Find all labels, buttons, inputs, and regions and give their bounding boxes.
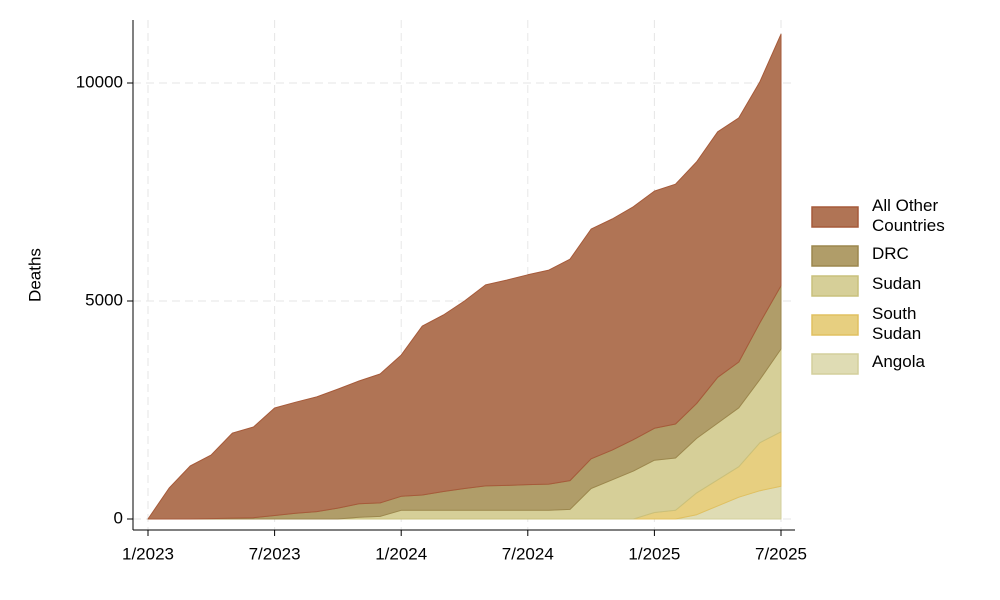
legend-swatch [811,206,859,228]
legend-label: South Sudan [872,304,921,343]
legend-swatch [811,353,859,375]
legend-label: Angola [872,352,925,371]
y-tick-label: 5000 [85,290,123,309]
y-tick-label: 0 [114,508,123,527]
x-tick-label: 1/2023 [122,544,174,563]
y-tick-label: 10000 [76,72,123,91]
y-axis-label: Deaths [25,248,44,302]
legend-swatch [811,314,859,336]
x-tick-label: 1/2025 [628,544,680,563]
legend-swatch [811,245,859,267]
legend-swatch [811,275,859,297]
x-tick-label: 7/2024 [502,544,554,563]
x-tick-label: 1/2024 [375,544,427,563]
x-tick-label: 7/2023 [249,544,301,563]
legend-label: Sudan [872,274,921,293]
area [147,33,782,520]
x-tick-label: 7/2025 [755,544,807,563]
legend-label: All Other Countries [872,196,945,235]
legend-label: DRC [872,244,909,263]
